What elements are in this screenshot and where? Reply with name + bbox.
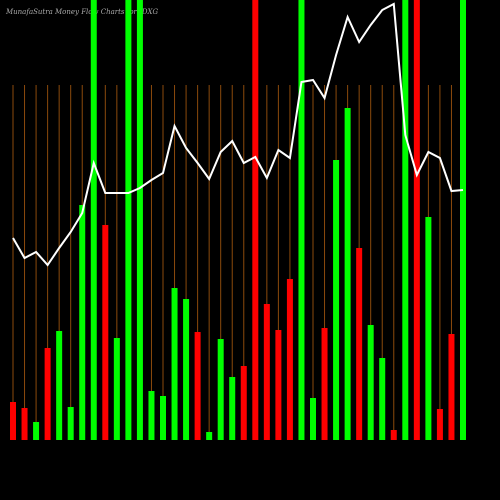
- bar: [171, 288, 178, 440]
- bar: [102, 225, 109, 440]
- bar: [194, 332, 201, 440]
- bar: [379, 358, 386, 440]
- bar: [240, 366, 247, 440]
- chart-title: MunafaSutra Money Flow Charts for IDXG: [5, 8, 158, 16]
- bar: [413, 0, 420, 440]
- bar: [33, 422, 40, 440]
- bar: [90, 0, 97, 440]
- bar: [229, 377, 236, 440]
- bar: [136, 0, 143, 440]
- bar: [217, 339, 224, 440]
- bar: [252, 0, 259, 440]
- bar: [344, 108, 351, 440]
- bar: [79, 205, 86, 440]
- bar: [263, 304, 270, 440]
- bar: [390, 430, 397, 440]
- bar: [333, 160, 340, 440]
- bar: [460, 0, 466, 440]
- bar: [44, 348, 51, 440]
- bar: [125, 0, 132, 440]
- bar: [286, 279, 293, 440]
- bar: [275, 330, 282, 440]
- bar: [67, 407, 74, 440]
- bar: [402, 0, 409, 440]
- bar: [448, 334, 455, 440]
- bar: [321, 328, 328, 440]
- money-flow-line: [12, 2, 464, 267]
- bar: [310, 398, 316, 440]
- bar: [113, 338, 120, 440]
- bar: [21, 408, 28, 440]
- bar: [148, 391, 155, 440]
- bar: [356, 248, 363, 440]
- bar: [425, 217, 432, 440]
- bar: [56, 331, 63, 440]
- bar: [436, 409, 443, 440]
- bar: [367, 325, 374, 440]
- bar: [160, 396, 166, 440]
- bar: [206, 432, 213, 440]
- bar: [10, 402, 16, 440]
- bar: [298, 0, 305, 440]
- bar: [183, 299, 190, 440]
